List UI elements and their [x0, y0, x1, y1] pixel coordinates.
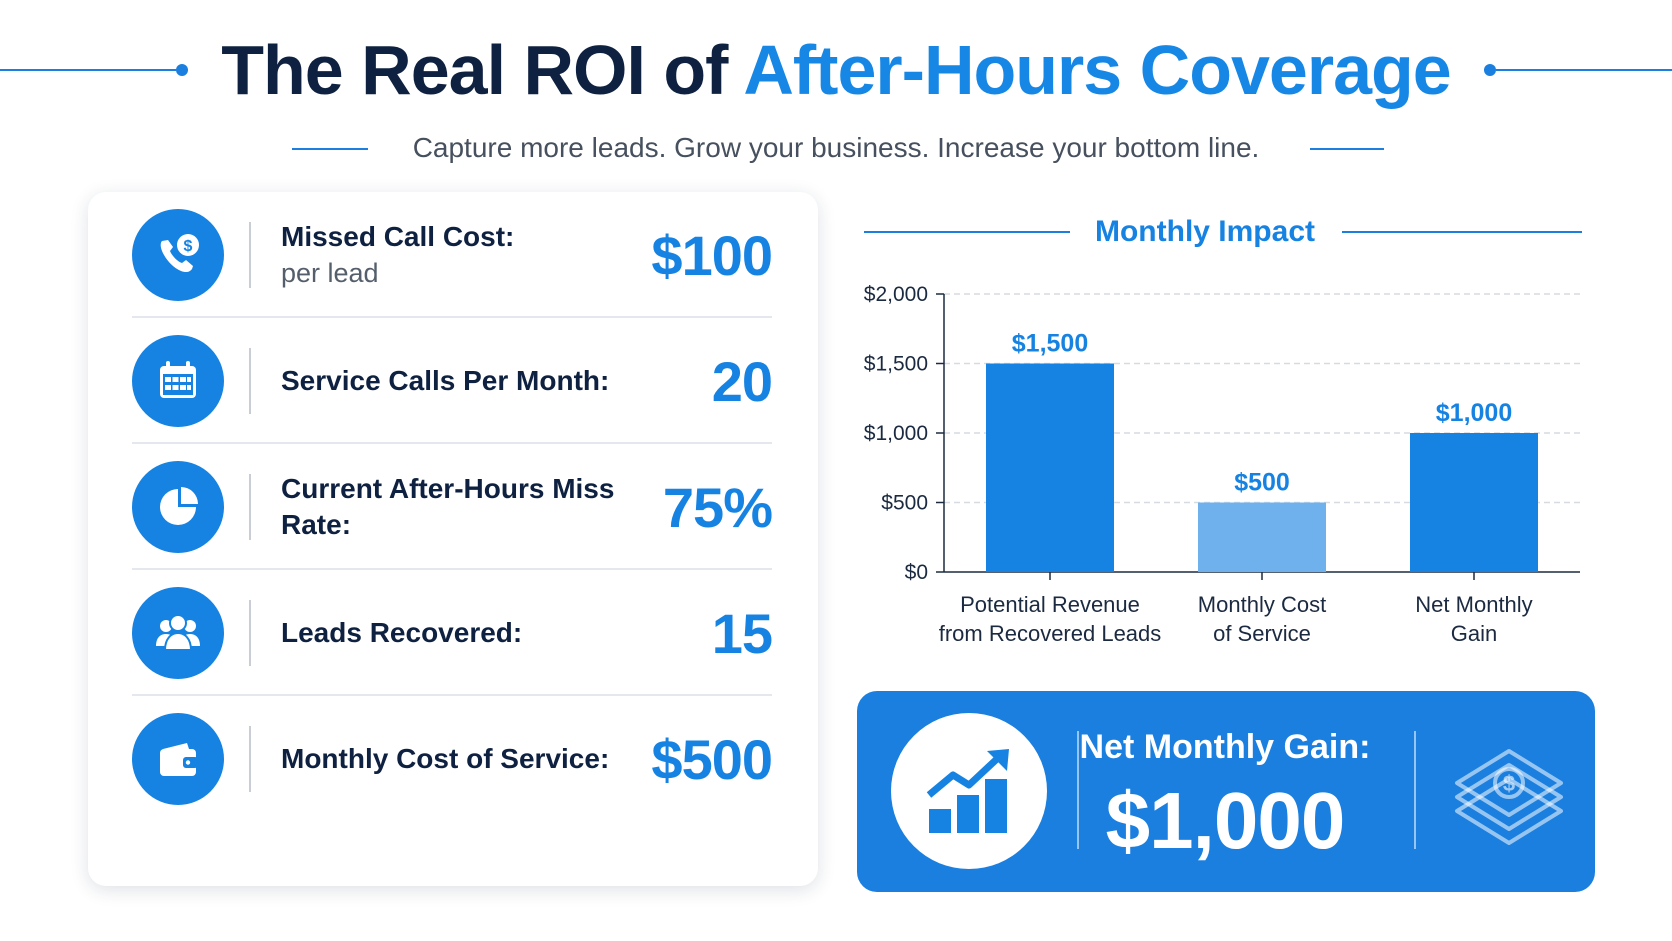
metric-row-leads-recovered: Leads Recovered: 15: [132, 570, 773, 696]
row-separator: [132, 694, 772, 696]
metric-label-text: Monthly Cost of Service:: [281, 743, 610, 774]
bar-data-label: $1,000: [1436, 399, 1512, 427]
banner-divider-left: [1077, 731, 1079, 849]
bar: [1198, 502, 1326, 572]
x-tick-label: Potential Revenue: [960, 592, 1140, 617]
metric-value: $500: [651, 727, 773, 791]
metric-row-miss-rate: Current After-Hours Miss Rate: 75%: [132, 444, 773, 570]
metrics-card: $ Missed Call Cost: per lead $100 Servic…: [88, 192, 818, 886]
subtitle-line-left: [292, 148, 368, 150]
title-dot-left: [176, 64, 188, 76]
net-gain-banner: Net Monthly Gain: $1,000 $: [857, 691, 1595, 892]
calendar-icon: [132, 335, 224, 427]
metric-row-missed-call-cost: $ Missed Call Cost: per lead $100: [132, 192, 773, 318]
metric-label: Current After-Hours Miss Rate:: [281, 444, 621, 570]
svg-text:$: $: [184, 238, 193, 255]
metric-row-service-calls: Service Calls Per Month: 20: [132, 318, 773, 444]
metric-row-monthly-cost: Monthly Cost of Service: $500: [132, 696, 773, 822]
pie-chart-icon: [132, 461, 224, 553]
chart-title: Monthly Impact: [1094, 215, 1315, 248]
bar-chart: $0 $500 $1,000 $1,500 $2,000 $1,500 Potential …: [864, 283, 1580, 646]
metric-label: Monthly Cost of Service:: [281, 696, 621, 822]
net-gain-label: Net Monthly Gain:: [1079, 728, 1371, 766]
row-divider: [249, 600, 251, 666]
title-part-1: The Real ROI of: [221, 31, 744, 109]
chart-title-line-left: [864, 231, 1070, 233]
row-separator: [132, 568, 772, 570]
page-title: The Real ROI of After-Hours Coverage: [0, 22, 1672, 118]
metric-label-text: Leads Recovered:: [281, 617, 523, 648]
money-stack-icon: $: [1455, 749, 1563, 845]
bar-data-label: $500: [1234, 469, 1290, 497]
title-line-right: [1496, 69, 1672, 71]
users-icon: [132, 587, 224, 679]
row-divider: [249, 348, 251, 414]
title-line-left: [0, 69, 176, 71]
y-tick-label: $0: [905, 561, 928, 584]
x-tick-label: Monthly Cost: [1198, 592, 1326, 617]
metric-label-text: Current After-Hours Miss Rate:: [281, 473, 615, 540]
metric-value: 75%: [662, 475, 773, 539]
y-tick-label: $2,000: [864, 283, 928, 306]
net-gain-value: $1,000: [1105, 776, 1346, 865]
title-dot-right: [1484, 64, 1496, 76]
x-tick-label: of Service: [1213, 621, 1311, 646]
x-tick-label: Net Monthly: [1415, 592, 1532, 617]
banner-divider-right: [1414, 731, 1416, 849]
metric-sublabel: per lead: [281, 258, 379, 288]
x-tick-label: Gain: [1451, 621, 1497, 646]
metric-label-text: Missed Call Cost:: [281, 221, 515, 252]
y-tick-label: $500: [881, 492, 928, 515]
metric-label: Missed Call Cost: per lead: [281, 192, 621, 318]
metric-label-text: Service Calls Per Month:: [281, 365, 610, 396]
metric-label: Service Calls Per Month:: [281, 318, 621, 444]
page-subtitle: Capture more leads. Grow your business. …: [412, 132, 1260, 163]
metric-label: Leads Recovered:: [281, 570, 621, 696]
row-divider: [249, 726, 251, 792]
bar: [986, 363, 1114, 572]
row-separator: [132, 442, 772, 444]
chart-title-line-right: [1342, 231, 1582, 233]
svg-text:$: $: [1503, 771, 1515, 796]
subtitle-line-right: [1310, 148, 1384, 150]
growth-chart-icon: [891, 713, 1047, 869]
bar-data-label: $1,500: [1012, 330, 1088, 358]
x-tick-label: from Recovered Leads: [939, 621, 1162, 646]
y-tick-label: $1,000: [864, 422, 928, 445]
wallet-icon: [132, 713, 224, 805]
phone-dollar-icon: $: [132, 209, 224, 301]
row-divider: [249, 222, 251, 288]
metric-value: 15: [711, 601, 773, 665]
title-part-2: After-Hours Coverage: [743, 31, 1451, 109]
metric-value: $100: [651, 223, 773, 287]
y-tick-label: $1,500: [864, 353, 928, 376]
metric-value: 20: [711, 349, 773, 413]
bar: [1410, 433, 1538, 572]
row-divider: [249, 474, 251, 540]
row-separator: [132, 316, 772, 318]
